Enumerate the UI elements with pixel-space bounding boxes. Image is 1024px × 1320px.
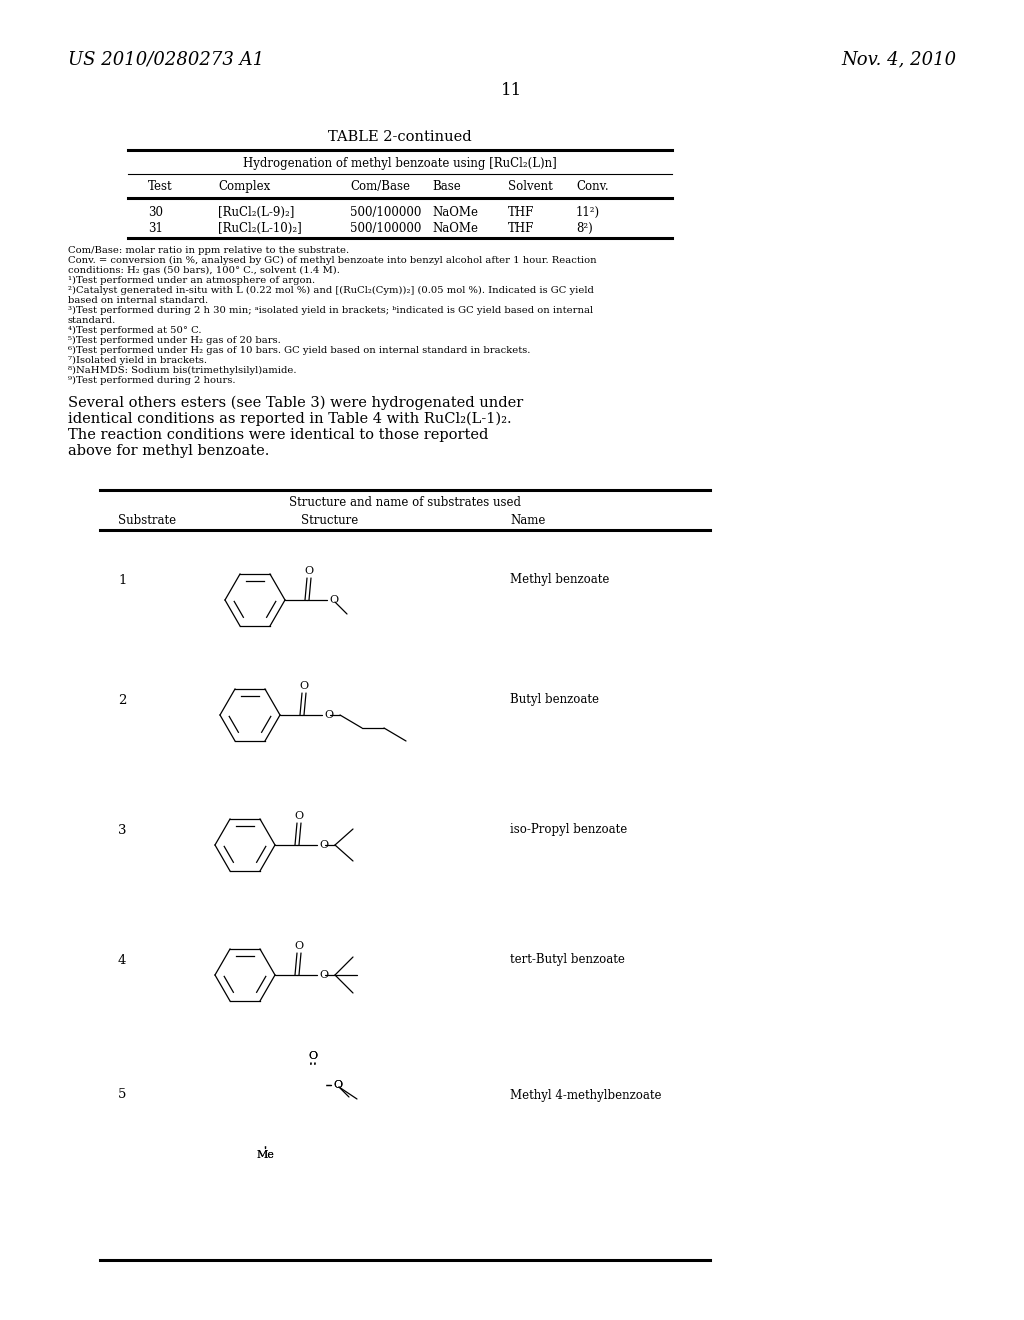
Text: O: O <box>295 941 303 950</box>
Text: Me: Me <box>256 1150 274 1160</box>
Text: The reaction conditions were identical to those reported: The reaction conditions were identical t… <box>68 428 488 442</box>
Text: O: O <box>304 566 313 576</box>
Text: ⁷)Isolated yield in brackets.: ⁷)Isolated yield in brackets. <box>68 356 207 366</box>
Text: tert-Butyl benzoate: tert-Butyl benzoate <box>510 953 625 966</box>
Text: O: O <box>329 595 338 605</box>
Text: 11: 11 <box>502 82 522 99</box>
Text: Hydrogenation of methyl benzoate using [RuCl₂(L)n]: Hydrogenation of methyl benzoate using [… <box>243 157 557 170</box>
Text: ⁸)NaHMDS: Sodium bis(trimethylsilyl)amide.: ⁸)NaHMDS: Sodium bis(trimethylsilyl)amid… <box>68 366 297 375</box>
Text: O: O <box>324 710 333 719</box>
Text: NaOMe: NaOMe <box>432 206 478 219</box>
Text: iso-Propyl benzoate: iso-Propyl benzoate <box>510 824 628 837</box>
Text: Conv. = conversion (in %, analysed by GC) of methyl benzoate into benzyl alcohol: Conv. = conversion (in %, analysed by GC… <box>68 256 597 265</box>
Text: Methyl 4-methylbenzoate: Methyl 4-methylbenzoate <box>510 1089 662 1101</box>
Text: Methyl benzoate: Methyl benzoate <box>510 573 609 586</box>
Text: O: O <box>308 1051 317 1061</box>
Text: Nov. 4, 2010: Nov. 4, 2010 <box>841 50 956 69</box>
Text: O: O <box>295 810 303 821</box>
Text: Conv.: Conv. <box>575 180 608 193</box>
Text: Base: Base <box>432 180 461 193</box>
Text: O: O <box>299 681 308 690</box>
Text: 3: 3 <box>118 824 127 837</box>
Text: O: O <box>333 1080 342 1090</box>
Text: Test: Test <box>148 180 173 193</box>
Text: 500/100000: 500/100000 <box>350 222 421 235</box>
Text: [RuCl₂(L-9)₂]: [RuCl₂(L-9)₂] <box>218 206 294 219</box>
Text: ⁵)Test performed under H₂ gas of 20 bars.: ⁵)Test performed under H₂ gas of 20 bars… <box>68 337 281 345</box>
Text: Com/Base: molar ratio in ppm relative to the substrate.: Com/Base: molar ratio in ppm relative to… <box>68 246 349 255</box>
Text: 2: 2 <box>118 693 126 706</box>
Text: Substrate: Substrate <box>118 513 176 527</box>
Text: O: O <box>319 970 328 979</box>
Text: O: O <box>333 1080 342 1090</box>
Text: 1: 1 <box>118 573 126 586</box>
Text: 11²): 11²) <box>575 206 600 219</box>
Text: NaOMe: NaOMe <box>432 222 478 235</box>
Text: standard.: standard. <box>68 315 117 325</box>
Text: 4: 4 <box>118 953 126 966</box>
Text: above for methyl benzoate.: above for methyl benzoate. <box>68 444 269 458</box>
Text: based on internal standard.: based on internal standard. <box>68 296 208 305</box>
Text: Complex: Complex <box>218 180 270 193</box>
Text: identical conditions as reported in Table 4 with RuCl₂(L-1)₂.: identical conditions as reported in Tabl… <box>68 412 512 426</box>
Text: Me: Me <box>256 1150 274 1160</box>
Text: Structure and name of substrates used: Structure and name of substrates used <box>289 496 521 510</box>
Text: ⁹)Test performed during 2 hours.: ⁹)Test performed during 2 hours. <box>68 376 236 385</box>
Text: 500/100000: 500/100000 <box>350 206 421 219</box>
Text: 30: 30 <box>148 206 163 219</box>
Text: O: O <box>308 1051 317 1061</box>
Text: [RuCl₂(L-10)₂]: [RuCl₂(L-10)₂] <box>218 222 302 235</box>
Text: ⁴)Test performed at 50° C.: ⁴)Test performed at 50° C. <box>68 326 202 335</box>
Text: ²)Catalyst generated in-situ with L (0.22 mol %) and [(RuCl₂(Cym))₂] (0.05 mol %: ²)Catalyst generated in-situ with L (0.2… <box>68 286 594 296</box>
Text: O: O <box>319 840 328 850</box>
Text: Structure: Structure <box>301 513 358 527</box>
Text: ⁶)Test performed under H₂ gas of 10 bars. GC yield based on internal standard in: ⁶)Test performed under H₂ gas of 10 bars… <box>68 346 530 355</box>
Text: ³)Test performed during 2 h 30 min; ᵃisolated yield in brackets; ᵇindicated is G: ³)Test performed during 2 h 30 min; ᵃiso… <box>68 306 593 315</box>
Text: Butyl benzoate: Butyl benzoate <box>510 693 599 706</box>
Text: THF: THF <box>508 222 535 235</box>
Text: TABLE 2-continued: TABLE 2-continued <box>328 129 472 144</box>
Text: Solvent: Solvent <box>508 180 553 193</box>
Text: Name: Name <box>510 513 546 527</box>
Text: 8²): 8²) <box>575 222 593 235</box>
Text: Several others esters (see Table 3) were hydrogenated under: Several others esters (see Table 3) were… <box>68 396 523 411</box>
Text: THF: THF <box>508 206 535 219</box>
Text: conditions: H₂ gas (50 bars), 100° C., solvent (1.4 M).: conditions: H₂ gas (50 bars), 100° C., s… <box>68 267 340 275</box>
Text: 31: 31 <box>148 222 163 235</box>
Text: US 2010/0280273 A1: US 2010/0280273 A1 <box>68 50 264 69</box>
Text: Com/Base: Com/Base <box>350 180 410 193</box>
Text: 5: 5 <box>118 1089 126 1101</box>
Polygon shape <box>230 1065 325 1144</box>
Text: ¹)Test performed under an atmosphere of argon.: ¹)Test performed under an atmosphere of … <box>68 276 315 285</box>
